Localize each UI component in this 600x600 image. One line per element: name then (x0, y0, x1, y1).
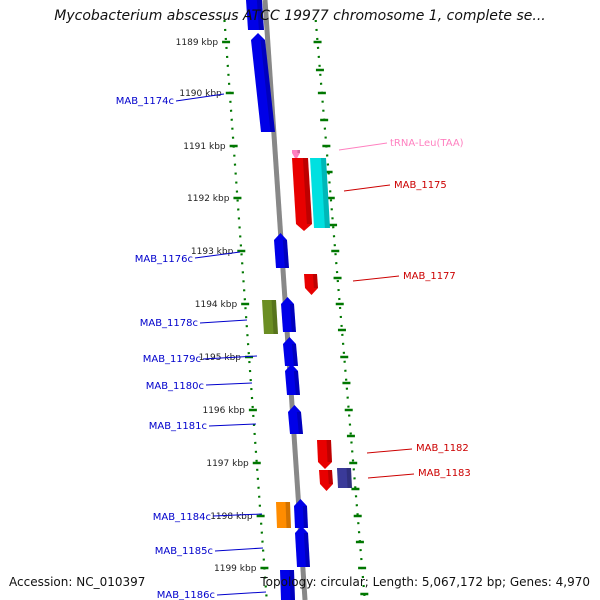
gene-mab-1184c[interactable] (276, 502, 291, 528)
gene-mab-1181c-part[interactable] (288, 405, 303, 434)
gene-label-text: MAB_1185c (155, 546, 213, 557)
gene-mab-1174c[interactable] (251, 33, 275, 132)
gene-label-text: MAB_1174c (116, 96, 174, 107)
gene-mab-1177[interactable] (304, 274, 318, 295)
gene-label[interactable]: MAB_1175 (343, 180, 447, 192)
gene-label[interactable]: MAB_1183 (367, 468, 471, 479)
accession-text: Accession: NC_010397 (9, 575, 146, 589)
kbp-tick-label: 1189 kbp (176, 38, 219, 48)
gene-label[interactable]: MAB_1178c (140, 318, 248, 329)
gene-mab-1183[interactable] (319, 470, 333, 491)
gene-mab-1176c[interactable] (274, 233, 289, 268)
kbp-tick: 1189 kbp (176, 38, 322, 48)
gene-label[interactable]: MAB_1180c (146, 381, 253, 392)
gene-label-text: MAB_1179c (143, 354, 201, 365)
kbp-tick-label: 1194 kbp (195, 300, 238, 310)
gene-mab-1181c[interactable] (285, 364, 300, 395)
gene-label[interactable]: MAB_1177 (352, 271, 456, 282)
gene-label-text: MAB_1180c (146, 381, 204, 392)
kbp-tick: 1196 kbp (202, 406, 353, 416)
gene-label[interactable]: MAB_1174c (116, 93, 225, 107)
kbp-tick-label: 1193 kbp (191, 247, 234, 257)
gene-mab-1180c[interactable] (283, 337, 298, 366)
kbp-tick-label: 1196 kbp (202, 406, 245, 416)
plus-strand-track (314, 19, 366, 600)
gene-label[interactable]: tRNA-Leu(TAA) (338, 138, 464, 151)
kbp-tick: 1194 kbp (195, 300, 344, 310)
gene-label[interactable]: MAB_1176c (135, 251, 241, 265)
gene-labels-layer: MAB_1174c tRNA-Leu(TAA) MAB_1175 MAB_1176c M… (116, 93, 471, 600)
kbp-tick-label: 1199 kbp (214, 564, 257, 574)
gene-mab-1185c[interactable] (294, 499, 308, 528)
kbp-tick: 1193 kbp (191, 247, 340, 257)
kbp-tick: 1190 kbp (179, 89, 326, 99)
gene-label[interactable]: MAB_1184c (153, 512, 263, 523)
gene-trna-leu[interactable] (292, 150, 300, 160)
gene-mab-1182[interactable] (317, 440, 332, 469)
gene-mab-1178c[interactable] (262, 300, 278, 334)
gene-label-text: MAB_1182 (416, 443, 469, 454)
gene-label-text: MAB_1184c (153, 512, 211, 523)
kbp-tick: 1197 kbp (206, 459, 358, 469)
gene-mab-1179c[interactable] (281, 297, 296, 332)
gene-mab-1175[interactable] (292, 158, 312, 231)
gene-label[interactable]: MAB_1185c (155, 546, 264, 557)
gene-label-text: MAB_1176c (135, 254, 193, 265)
kbp-tick-label: 1192 kbp (187, 194, 230, 204)
sequence-title: Mycobacterium abscessus ATCC 19977 chrom… (54, 8, 546, 24)
kbp-tick-label: 1191 kbp (183, 142, 226, 152)
gene-mab-1186c[interactable] (280, 570, 295, 600)
gene-label[interactable]: MAB_1181c (149, 421, 257, 432)
gene-features-layer (246, 0, 352, 600)
gene-mab-1185c-part[interactable] (295, 526, 310, 567)
kbp-tick: 1191 kbp (183, 142, 331, 152)
gene-label[interactable]: MAB_1179c (143, 354, 258, 365)
gene-label-text: MAB_1178c (140, 318, 198, 329)
gene-label-text: tRNA-Leu(TAA) (390, 138, 464, 149)
gene-mab-1183-partner[interactable] (337, 468, 352, 488)
kbp-tick-label: 1190 kbp (179, 89, 222, 99)
gene-upstream-partial[interactable] (246, 0, 264, 30)
gene-label[interactable]: MAB_1182 (366, 443, 469, 454)
gene-label[interactable]: MAB_1186c (157, 590, 267, 600)
kbp-tick: 1199 kbp (214, 564, 367, 574)
gene-label-text: MAB_1181c (149, 421, 207, 432)
kbp-tick: 1198 kbp (210, 512, 362, 522)
kbp-tick-label: 1197 kbp (206, 459, 249, 469)
gene-label-text: MAB_1186c (157, 590, 215, 600)
topology-text: Topology: circular; Length: 5,067,172 bp… (260, 575, 590, 589)
gene-label-text: MAB_1175 (394, 180, 447, 191)
gene-label-text: MAB_1183 (418, 468, 471, 479)
kbp-tick-label: 1198 kbp (210, 512, 253, 522)
gene-mab-1175-partner[interactable] (310, 158, 330, 228)
gene-label-text: MAB_1177 (403, 271, 456, 282)
kbp-ticks-layer: 1189 kbp 1190 kbp 1191 kbp 1192 kbp 1193 kbp… (176, 38, 369, 596)
